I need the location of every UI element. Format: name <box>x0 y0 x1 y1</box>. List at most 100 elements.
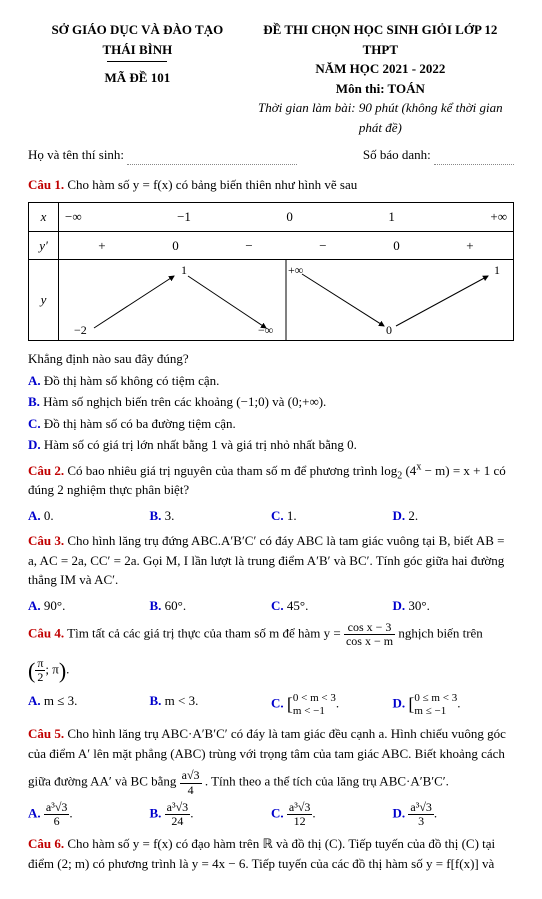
ot: m < 3. <box>165 693 199 708</box>
q4-interval: (π2; π). <box>28 654 514 687</box>
question-6: Câu 6. Cho hàm số y = f(x) có đạo hàm tr… <box>28 834 514 873</box>
ol: B. <box>28 394 40 409</box>
opt-a: A. 0. <box>28 506 150 526</box>
fn: a³√3 <box>44 801 70 815</box>
header-right: ĐỀ THI CHỌN HỌC SINH GIỎI LỚP 12 THPT NĂ… <box>247 20 514 137</box>
xv: 0 <box>286 207 293 227</box>
q2-t3: − m) = x + 1 có <box>421 463 505 478</box>
ot: 45°. <box>287 598 308 613</box>
id-field: Số báo danh: <box>363 145 514 165</box>
fn: a√3 <box>180 769 202 783</box>
ol: C. <box>271 696 284 711</box>
exam-title: ĐỀ THI CHỌN HỌC SINH GIỎI LỚP 12 THPT <box>247 20 514 59</box>
intv-frac: π2 <box>35 657 45 684</box>
opt-c: C. 45°. <box>271 596 393 616</box>
fn: cos x − 3 <box>344 621 395 635</box>
ypv: + <box>466 236 473 256</box>
ol: D. <box>393 508 406 523</box>
ot: m ≤ 3. <box>44 693 78 708</box>
ot: 90°. <box>44 598 65 613</box>
x-row: x −∞ −1 0 1 +∞ <box>29 203 514 232</box>
ol: C. <box>271 598 284 613</box>
fd: 4 <box>180 784 202 797</box>
ypv: − <box>245 236 252 256</box>
fd: 12 <box>287 815 313 828</box>
opt-a: A. 90°. <box>28 596 150 616</box>
ol: A. <box>28 598 41 613</box>
fn: π <box>35 657 45 671</box>
ot: Hàm số có giá trị lớn nhất bằng 1 và giá… <box>44 437 357 452</box>
candidate-row: Họ và tên thí sinh: Số báo danh: <box>28 145 514 165</box>
opt-d: D. [0 ≤ m < 3m ≤ −1. <box>393 691 515 718</box>
q4-options: A. m ≤ 3. B. m < 3. C. [0 < m < 3m < −1.… <box>28 691 514 718</box>
fd: cos x − m <box>344 635 395 648</box>
opt-c: C. a³√312. <box>271 801 393 828</box>
fn: a³√3 <box>287 801 313 815</box>
header-left: SỞ GIÁO DỤC VÀ ĐÀO TẠO THÁI BÌNH MÃ ĐỀ 1… <box>28 20 247 137</box>
xv: −1 <box>177 207 191 227</box>
q5-t3: . Tính theo a thể tích của lăng trụ ABC·… <box>205 774 449 789</box>
q5-label: Câu 5. <box>28 726 64 741</box>
divider <box>107 61 167 62</box>
q4-post: nghịch biến trên <box>398 626 482 641</box>
ot: 2. <box>408 508 418 523</box>
q2-t4: đúng 2 nghiệm thực phân biệt? <box>28 482 189 497</box>
opt-b: B. 3. <box>150 506 272 526</box>
ol: C. <box>271 805 284 820</box>
ypv: + <box>98 236 105 256</box>
y-row: y 1 +∞ 1 −2 −∞ 0 <box>29 260 514 341</box>
q6-text: Cho hàm số y = f(x) có đạo hàm trên ℝ và… <box>28 836 495 871</box>
name-field: Họ và tên thí sinh: <box>28 145 297 165</box>
q2-t1: Có bao nhiêu giá trị nguyên của tham số … <box>67 463 397 478</box>
subject: Môn thi: TOÁN <box>247 79 514 99</box>
ypv: 0 <box>393 236 400 256</box>
ol: D. <box>28 437 41 452</box>
ot: 1. <box>287 508 297 523</box>
d1: 0 ≤ m < 3 <box>414 692 457 704</box>
id-label: Số báo danh: <box>363 147 431 162</box>
org-line: SỞ GIÁO DỤC VÀ ĐÀO TẠO <box>28 20 247 40</box>
name-label: Họ và tên thí sinh: <box>28 147 124 162</box>
q3-options: A. 90°. B. 60°. C. 45°. D. 30°. <box>28 596 514 616</box>
ot: 30°. <box>408 598 429 613</box>
fn: a³√3 <box>408 801 434 815</box>
q4-label: Câu 4. <box>28 626 64 641</box>
question-4: Câu 4. Tìm tất cả các giá trị thực của t… <box>28 621 514 648</box>
x-cell: −∞ −1 0 1 +∞ <box>59 203 514 232</box>
year: NĂM HỌC 2021 - 2022 <box>247 59 514 79</box>
opt-d: D. 2. <box>393 506 515 526</box>
ypv: 0 <box>172 236 179 256</box>
c2: m < −1 <box>293 705 325 717</box>
id-blank <box>434 153 514 165</box>
yt: −∞ <box>258 323 273 337</box>
name-blank <box>127 153 297 165</box>
question-1: Câu 1. Cho hàm số y = f(x) có bảng biến … <box>28 175 514 195</box>
opt-a: A. m ≤ 3. <box>28 691 150 718</box>
ol: D. <box>393 598 406 613</box>
ol: A. <box>28 373 41 388</box>
q5-options: A. a³√36. B. a³√324. C. a³√312. D. a³√33… <box>28 801 514 828</box>
yt: +∞ <box>288 263 303 277</box>
province: THÁI BÌNH <box>28 40 247 60</box>
y-label: y <box>29 260 59 341</box>
fd: 24 <box>165 815 191 828</box>
ol: D. <box>393 696 406 711</box>
yt: 1 <box>494 263 500 277</box>
page-header: SỞ GIÁO DỤC VÀ ĐÀO TẠO THÁI BÌNH MÃ ĐỀ 1… <box>28 20 514 137</box>
variation-svg: 1 +∞ 1 −2 −∞ 0 <box>59 260 513 340</box>
question-3: Câu 3. Cho hình lăng trụ đứng ABC.A′B′C′… <box>28 531 514 590</box>
fn: a³√3 <box>165 801 191 815</box>
yp-label: y′ <box>29 231 59 260</box>
opt-d: D. a³√33. <box>393 801 515 828</box>
xv: +∞ <box>490 207 507 227</box>
yt: −2 <box>74 323 87 337</box>
opt-b: B. Hàm số nghịch biến trên các khoảng (−… <box>28 392 514 412</box>
q2-t2: (4 <box>405 463 416 478</box>
ol: B. <box>150 598 162 613</box>
d2: m ≤ −1 <box>414 705 446 717</box>
xv: −∞ <box>65 207 82 227</box>
opt-a: A. Đồ thị hàm số không có tiệm cận. <box>28 371 514 391</box>
fd: 2 <box>35 671 45 684</box>
q6-label: Câu 6. <box>28 836 64 851</box>
ol: A. <box>28 805 41 820</box>
